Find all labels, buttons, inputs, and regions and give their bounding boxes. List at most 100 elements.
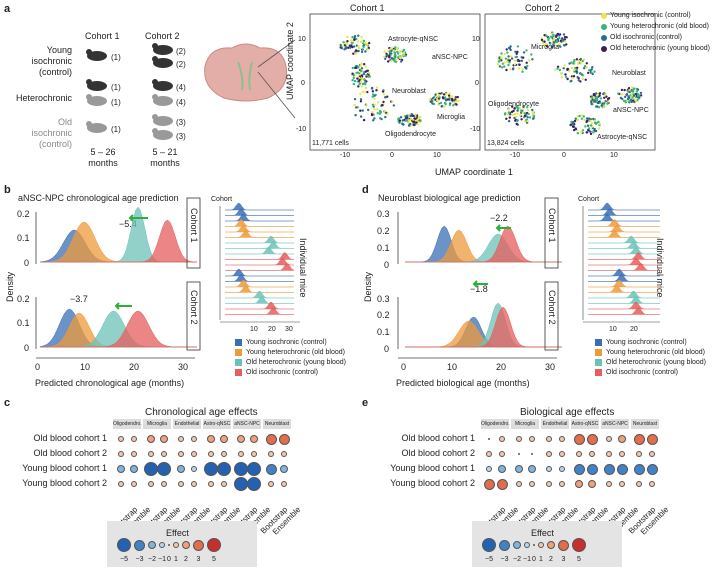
panel-b-title: aNSC-NPC chronological age prediction xyxy=(18,193,179,203)
effect-legend-tick: 3 xyxy=(561,556,566,563)
umap1-xtick-0: -10 xyxy=(340,152,351,159)
age-range-c1: 5 – 26 xyxy=(90,147,116,157)
umap-cell-dot xyxy=(582,58,586,61)
umap-cell-dot xyxy=(413,117,416,120)
umap-cell-dot xyxy=(564,40,567,43)
legend-swatch xyxy=(595,338,602,346)
effect-legend-dot xyxy=(538,542,544,548)
effect-dot xyxy=(161,481,167,487)
effect-legend-tick: 0 xyxy=(167,556,171,563)
umap-cell-dot xyxy=(347,46,350,49)
d-cohort2-box xyxy=(544,281,559,351)
umap-cell-dot xyxy=(592,131,595,134)
umap-cell-dot xyxy=(570,66,574,70)
umap-cell-dot xyxy=(599,101,602,104)
effect-dot xyxy=(234,462,248,476)
umap-cell-dot xyxy=(586,124,590,128)
b-ridge-mouse xyxy=(225,219,294,227)
b-ridge-mouse xyxy=(225,235,294,244)
effect-dot xyxy=(117,465,125,473)
umap-cell-dot xyxy=(566,77,569,81)
umap-cell-dot xyxy=(392,104,395,107)
cell-type-header: Microglia xyxy=(511,419,539,429)
effect-dot xyxy=(483,478,495,490)
umap-cell-dot xyxy=(509,48,512,52)
b-ridge-mouse xyxy=(225,301,294,310)
b-ridge-xtick-0: 10 xyxy=(250,326,258,333)
umap-cell-dot xyxy=(516,107,520,110)
umap-cell-dot xyxy=(376,101,380,104)
umap-cell-dot xyxy=(525,61,528,64)
effect-dot xyxy=(191,451,197,457)
legend-swatch xyxy=(235,368,242,376)
umap-cell-dot xyxy=(511,68,515,71)
effect-dot xyxy=(546,481,552,487)
panel-b-shift1: −5.4 xyxy=(119,219,137,229)
umap-cell-dot xyxy=(520,118,523,121)
effect-row-label: Old blood cohort 2 xyxy=(33,448,107,458)
umap-cell-dot xyxy=(383,55,386,58)
c-effect-legend-title: Effect xyxy=(166,528,189,538)
umap-cell-dot xyxy=(559,72,563,75)
d-ridge-mouse xyxy=(588,202,660,211)
umap-cell-dot xyxy=(530,53,533,56)
umap-cell-dot xyxy=(351,36,354,39)
effect-legend-tick: 3 xyxy=(196,556,201,563)
b-xtick-1: 10 xyxy=(80,362,91,372)
umap-cell-dot xyxy=(368,41,371,45)
umap-cell-dot xyxy=(549,42,552,45)
count-c1-young: (1) xyxy=(111,53,121,62)
effect-dot xyxy=(207,435,215,443)
umap2-label-ansc: aNSC-NPC xyxy=(613,107,649,114)
umap-cell-dot xyxy=(382,100,385,104)
effect-legend-dot xyxy=(168,544,170,546)
d-legend-item: Old heterochronic (young blood) xyxy=(595,357,706,367)
d-ytick-4: 0.3 xyxy=(377,294,390,304)
umap-cell-dot xyxy=(367,71,371,75)
umap-cell-dot xyxy=(448,103,452,107)
effect-dot xyxy=(603,463,615,475)
umap-cell-dot xyxy=(361,109,364,112)
umap-cell-dot xyxy=(375,89,378,92)
umap-cell-dot xyxy=(522,51,526,54)
umap-cell-dot xyxy=(359,64,363,67)
b-ridge-mouse xyxy=(225,224,294,233)
effect-legend-dot xyxy=(182,541,190,549)
umap-cell-dot xyxy=(357,34,360,37)
umap-cell-dot xyxy=(598,94,601,98)
umap-cell-dot xyxy=(621,97,624,101)
umap-cell-dot xyxy=(630,92,633,95)
umap1-frame xyxy=(309,13,481,151)
umap-cell-dot xyxy=(357,85,360,88)
umap-cell-dot xyxy=(563,64,566,67)
effect-legend-dot xyxy=(558,539,569,551)
effect-dot xyxy=(178,481,184,487)
d-ytick-7: 0 xyxy=(384,344,390,354)
umap-cell-dot xyxy=(572,128,576,132)
umap-cell-dot xyxy=(575,71,579,75)
umap-cell-dot xyxy=(352,45,356,48)
umap-cell-dot xyxy=(357,45,360,48)
umap-cell-dot xyxy=(579,57,582,61)
umap-cell-dot xyxy=(570,79,573,83)
umap-cell-dot xyxy=(437,94,441,97)
cell-type-header: Endothelial xyxy=(541,419,569,429)
effect-dot xyxy=(247,462,261,476)
age-months-c1: months xyxy=(88,158,118,168)
d-ridge-xtick-1: 20 xyxy=(630,326,638,333)
d-legend-item: Young isochronic (control) xyxy=(595,337,706,347)
umap2-ytick-1: 0 xyxy=(475,80,479,87)
d-shift2-arrow xyxy=(472,280,488,288)
umap1-label-ansc: aNSC-NPC xyxy=(432,54,468,61)
umap-cell-dot xyxy=(379,110,383,114)
umap1-label-neuroblast: Neuroblast xyxy=(392,88,426,95)
b-shift2-arrow xyxy=(114,302,132,310)
umap-cell-dot xyxy=(373,117,376,120)
panel-b-xlabel: Predicted chronological age (months) xyxy=(35,378,185,388)
b-ridge-xtick-2: 30 xyxy=(285,326,293,333)
effect-legend-tick: 5 xyxy=(577,556,581,563)
d-ytick-6: 0.1 xyxy=(377,327,390,337)
panel-d-title: Neuroblast biological age prediction xyxy=(378,193,521,203)
umap-cell-dot xyxy=(355,106,358,109)
